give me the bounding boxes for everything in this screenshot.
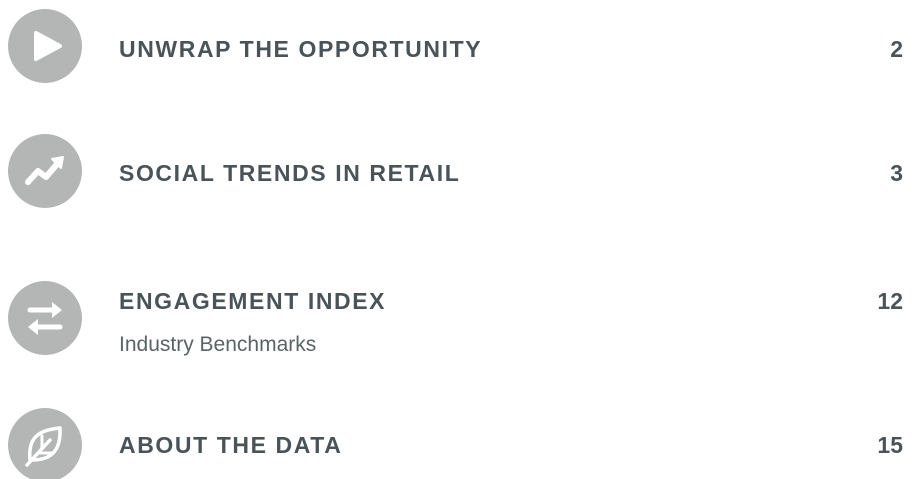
page-number: 15: [877, 432, 903, 458]
trend-icon: [25, 160, 61, 185]
toc-entry[interactable]: ABOUT THE DATA 15: [8, 408, 903, 479]
leaf-icon: [25, 426, 62, 467]
exchange-icon: [27, 302, 63, 335]
page-number: 2: [890, 36, 903, 62]
entry-title: ENGAGEMENT INDEX: [119, 288, 386, 314]
entry-title: UNWRAP THE OPPORTUNITY: [119, 36, 482, 62]
toc-entry[interactable]: ENGAGEMENT INDEX Industry Benchmarks 12: [8, 281, 903, 356]
entry-title: ABOUT THE DATA: [119, 432, 342, 458]
toc-entry[interactable]: SOCIAL TRENDS IN RETAIL 3: [8, 134, 903, 208]
entry-subtitle: Industry Benchmarks: [119, 333, 316, 356]
page-number: 3: [890, 160, 903, 186]
entry-title: SOCIAL TRENDS IN RETAIL: [119, 160, 460, 186]
trend-arrowhead: [51, 156, 64, 169]
icon-disc: [8, 134, 82, 208]
icon-disc: [8, 281, 82, 355]
page-number: 12: [877, 288, 903, 314]
play-icon: [34, 31, 62, 61]
toc-entry[interactable]: UNWRAP THE OPPORTUNITY 2: [8, 9, 903, 83]
